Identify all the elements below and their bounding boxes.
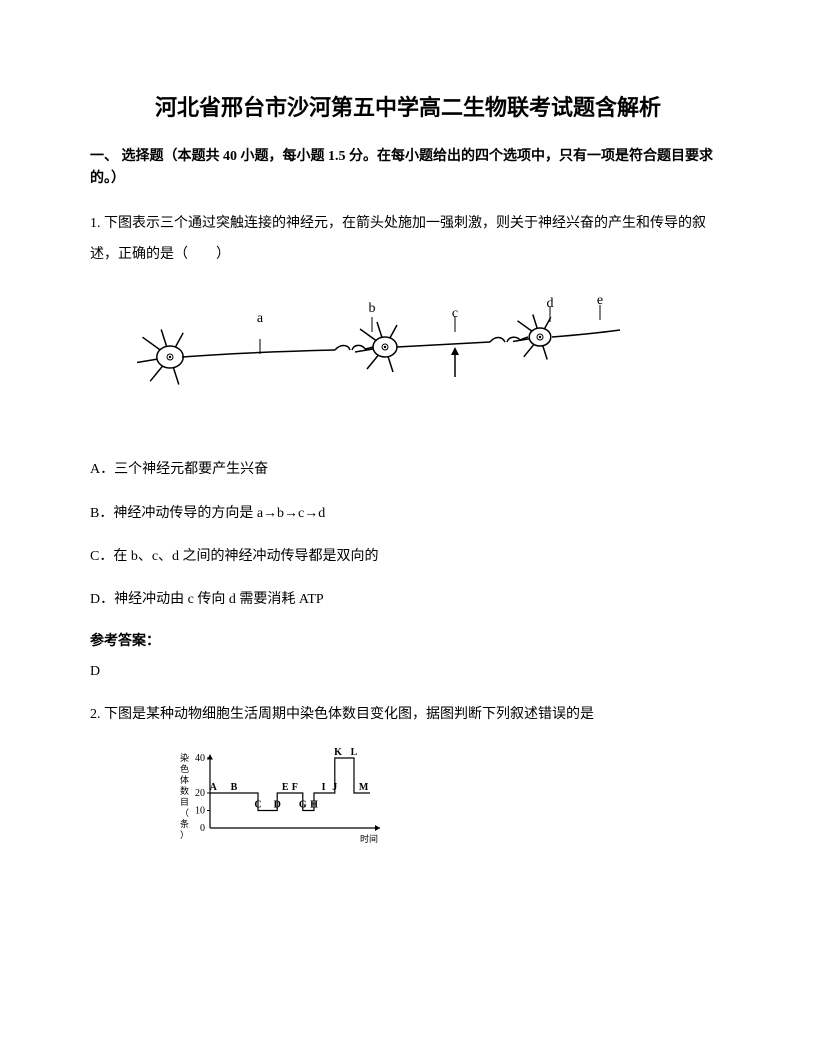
svg-text:0: 0 xyxy=(200,823,205,834)
svg-text:条: 条 xyxy=(180,818,189,829)
option-d: D．神经冲动由 c 传向 d 需要消耗 ATP xyxy=(90,587,726,612)
svg-text:染: 染 xyxy=(180,752,189,763)
question1-stem: 1. 下图表示三个通过突触连接的神经元，在箭头处施加一强刺激，则关于神经兴奋的产… xyxy=(90,209,726,271)
svg-text:c: c xyxy=(452,306,458,321)
svg-text:色: 色 xyxy=(180,763,189,774)
question2-text: 下图是某种动物细胞生活周期中染色体数目变化图，据图判断下列叙述错误的是 xyxy=(104,707,594,722)
svg-text:B: B xyxy=(231,782,238,793)
svg-text:F: F xyxy=(292,782,298,793)
chart-container: 染色体数目（条） 0 10 20 40 A B C DEFGHIJ KL M 时间 xyxy=(170,743,726,858)
svg-text:A: A xyxy=(210,782,218,793)
option-c: C．在 b、c、d 之间的神经冲动传导都是双向的 xyxy=(90,544,726,569)
option-a: A．三个神经元都要产生兴奋 xyxy=(90,457,726,482)
svg-text:（: （ xyxy=(180,808,189,818)
svg-text:a: a xyxy=(257,311,264,326)
svg-text:体: 体 xyxy=(180,774,189,785)
svg-text:D: D xyxy=(274,799,281,810)
svg-text:）: ） xyxy=(180,830,189,840)
page-title: 河北省邢台市沙河第五中学高二生物联考试题含解析 xyxy=(90,90,726,122)
svg-text:H: H xyxy=(310,799,318,810)
question1-text: 下图表示三个通过突触连接的神经元，在箭头处施加一强刺激，则关于神经兴奋的产生和传… xyxy=(90,216,706,262)
svg-text:目: 目 xyxy=(180,797,189,807)
svg-text:G: G xyxy=(299,799,307,810)
answer-value: D xyxy=(90,664,726,680)
svg-text:d: d xyxy=(547,296,554,311)
question1-number: 1. xyxy=(90,216,101,231)
neuron-figure-container: a b c d e xyxy=(110,282,726,427)
option-b: B．神经冲动传导的方向是 a→b→c→d xyxy=(90,501,726,526)
svg-text:C: C xyxy=(254,799,261,810)
svg-text:20: 20 xyxy=(195,788,205,799)
svg-text:L: L xyxy=(351,747,358,758)
svg-text:I: I xyxy=(322,782,326,793)
svg-text:数: 数 xyxy=(180,785,189,796)
neuron-diagram: a b c d e xyxy=(110,282,630,422)
section-header: 一、 选择题（本题共 40 小题，每小题 1.5 分。在每小题给出的四个选项中，… xyxy=(90,146,726,191)
svg-text:K: K xyxy=(334,747,342,758)
svg-text:时间: 时间 xyxy=(360,833,378,844)
question2-stem: 2. 下图是某种动物细胞生活周期中染色体数目变化图，据图判断下列叙述错误的是 xyxy=(90,700,726,731)
chromosome-chart: 染色体数目（条） 0 10 20 40 A B C DEFGHIJ KL M 时间 xyxy=(170,743,400,853)
question2-number: 2. xyxy=(90,707,101,722)
svg-text:b: b xyxy=(369,301,376,316)
svg-text:E: E xyxy=(282,782,289,793)
svg-text:40: 40 xyxy=(195,753,205,764)
svg-text:M: M xyxy=(359,782,369,793)
svg-text:J: J xyxy=(332,782,337,793)
svg-text:10: 10 xyxy=(195,805,205,816)
answer-label: 参考答案： xyxy=(90,630,726,650)
svg-text:e: e xyxy=(597,293,603,308)
